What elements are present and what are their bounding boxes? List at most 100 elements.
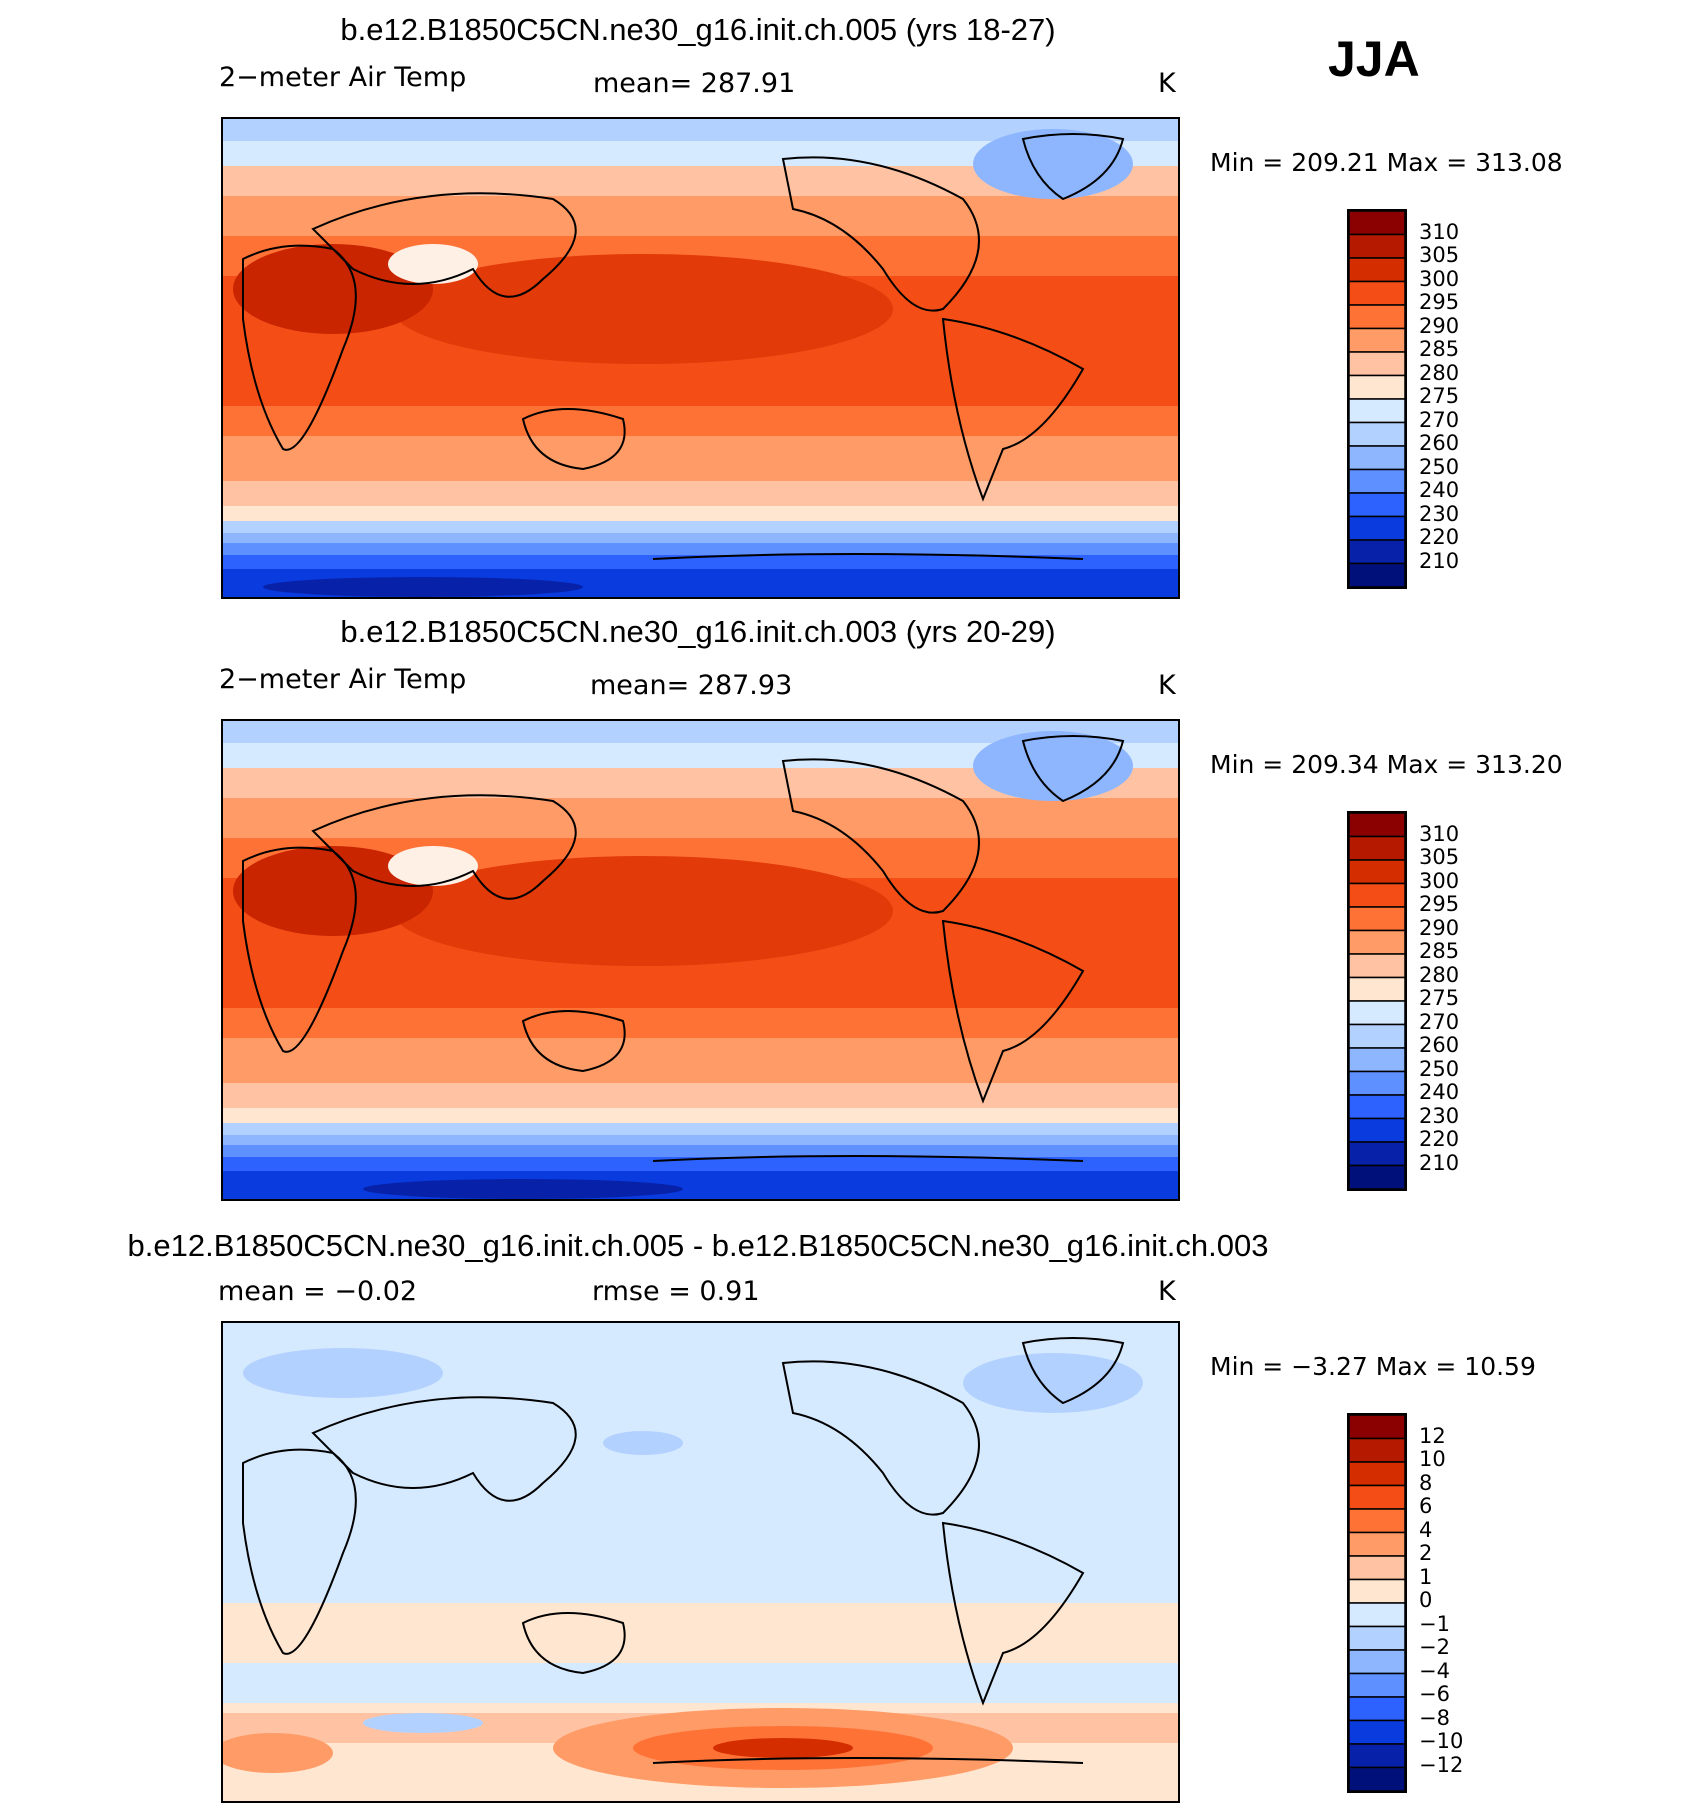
- colorbar-tick-label: 220: [1419, 1127, 1460, 1151]
- colorbar-tick-label: −12: [1419, 1752, 1464, 1777]
- colorbar-tick-label: 250: [1419, 1056, 1460, 1081]
- panel2-map-svg: [223, 721, 1178, 1199]
- panel2-colorbar: [1347, 811, 1407, 1191]
- colorbar-swatch: [1348, 1117, 1406, 1143]
- colorbar-tick-label: 230: [1419, 1103, 1460, 1128]
- panel3-mean-label: mean = −0.02: [218, 1276, 418, 1307]
- panel1-variable-label: 2−meter Air Temp: [219, 62, 467, 93]
- colorbar-tick-label: −2: [1419, 1635, 1450, 1659]
- colorbar-tick-label: 8: [1419, 1470, 1433, 1495]
- colorbar-swatch: [1348, 953, 1406, 979]
- colorbar-swatch: [1348, 812, 1406, 838]
- colorbar-swatch: [1348, 280, 1406, 306]
- panel2-units: K: [1158, 670, 1176, 701]
- panel3-minmax: Min = −3.27 Max = 10.59: [1210, 1352, 1536, 1381]
- colorbar-swatch: [1348, 1070, 1406, 1096]
- colorbar-tick-label: 1: [1419, 1564, 1433, 1589]
- colorbar-tick-label: 270: [1419, 407, 1460, 432]
- colorbar-tick-label: −8: [1419, 1705, 1450, 1730]
- colorbar-tick-label: 210: [1419, 548, 1460, 573]
- colorbar-swatch: [1348, 1649, 1406, 1675]
- panel1-mean-label: mean= 287.91: [593, 68, 796, 99]
- colorbar-swatch: [1348, 1555, 1406, 1581]
- colorbar-swatch: [1348, 421, 1406, 447]
- panel1-units: K: [1158, 68, 1176, 99]
- colorbar-tick-label: 250: [1419, 454, 1460, 479]
- colorbar-swatch: [1348, 210, 1406, 236]
- panel1-map: [221, 117, 1180, 599]
- colorbar-tick-label: 210: [1419, 1150, 1460, 1175]
- colorbar-swatch: [1348, 515, 1406, 541]
- colorbar-swatch: [1348, 1672, 1406, 1698]
- panel1-colorbar: [1347, 209, 1407, 589]
- colorbar-tick-label: 275: [1419, 384, 1460, 408]
- panel2-colorbar-svg: [1348, 812, 1406, 1190]
- colorbar-tick-label: 285: [1419, 939, 1460, 963]
- colorbar-swatch: [1348, 1531, 1406, 1557]
- colorbar-tick-label: 240: [1419, 1080, 1460, 1104]
- colorbar-swatch: [1348, 835, 1406, 861]
- panel1-minmax: Min = 209.21 Max = 313.08: [1210, 148, 1563, 177]
- colorbar-tick-label: 260: [1419, 431, 1460, 455]
- colorbar-tick-label: −4: [1419, 1658, 1450, 1683]
- colorbar-tick-label: −10: [1419, 1729, 1464, 1753]
- panel2-minmax: Min = 209.34 Max = 313.20: [1210, 750, 1563, 779]
- colorbar-tick-label: 4: [1419, 1517, 1433, 1542]
- panel3-map: [213, 1321, 1180, 1803]
- panel3-title: b.e12.B1850C5CN.ne30_g16.init.ch.005 - b…: [127, 1228, 1269, 1263]
- colorbar-swatch: [1348, 882, 1406, 908]
- colorbar-tick-label: 275: [1419, 986, 1460, 1010]
- colorbar-swatch: [1348, 1602, 1406, 1628]
- colorbar-tick-label: 0: [1419, 1588, 1433, 1612]
- panel3-rmse-label: rmse = 0.91: [592, 1276, 760, 1307]
- colorbar-swatch: [1348, 1484, 1406, 1510]
- colorbar-swatch: [1348, 1164, 1406, 1190]
- colorbar-swatch: [1348, 1047, 1406, 1073]
- colorbar-swatch: [1348, 257, 1406, 283]
- colorbar-swatch: [1348, 492, 1406, 518]
- colorbar-tick-label: 230: [1419, 501, 1460, 526]
- colorbar-swatch: [1348, 1461, 1406, 1487]
- colorbar-swatch: [1348, 562, 1406, 588]
- colorbar-tick-label: 305: [1419, 845, 1460, 869]
- colorbar-tick-label: 285: [1419, 337, 1460, 361]
- colorbar-tick-label: 270: [1419, 1009, 1460, 1034]
- panel2-title: b.e12.B1850C5CN.ne30_g16.init.ch.003 (yr…: [340, 614, 1056, 649]
- colorbar-swatch: [1348, 1508, 1406, 1534]
- panel1-title: b.e12.B1850C5CN.ne30_g16.init.ch.005 (yr…: [340, 12, 1056, 47]
- colorbar-tick-label: 295: [1419, 290, 1460, 314]
- colorbar-swatch: [1348, 1094, 1406, 1120]
- colorbar-tick-label: 6: [1419, 1494, 1433, 1518]
- colorbar-swatch: [1348, 233, 1406, 259]
- colorbar-tick-label: −1: [1419, 1611, 1450, 1636]
- colorbar-tick-label: 310: [1419, 219, 1460, 244]
- colorbar-swatch: [1348, 1625, 1406, 1651]
- panel1-map-svg: [223, 119, 1178, 597]
- colorbar-tick-label: 260: [1419, 1033, 1460, 1057]
- colorbar-tick-label: 290: [1419, 313, 1460, 338]
- colorbar-swatch: [1348, 1000, 1406, 1026]
- colorbar-tick-label: 300: [1419, 868, 1460, 893]
- colorbar-tick-label: 280: [1419, 360, 1460, 385]
- colorbar-tick-label: 2: [1419, 1541, 1433, 1565]
- colorbar-tick-label: 300: [1419, 266, 1460, 291]
- colorbar-swatch: [1348, 1414, 1406, 1440]
- panel2-variable-label: 2−meter Air Temp: [219, 664, 467, 695]
- colorbar-swatch: [1348, 398, 1406, 424]
- panel1-colorbar-svg: [1348, 210, 1406, 588]
- colorbar-tick-label: 12: [1419, 1423, 1446, 1448]
- colorbar-swatch: [1348, 445, 1406, 471]
- colorbar-swatch: [1348, 1578, 1406, 1604]
- colorbar-swatch: [1348, 1696, 1406, 1722]
- colorbar-swatch: [1348, 906, 1406, 932]
- panel3-map-svg: [213, 1323, 1178, 1801]
- colorbar-swatch: [1348, 304, 1406, 330]
- colorbar-swatch: [1348, 976, 1406, 1002]
- colorbar-swatch: [1348, 1766, 1406, 1792]
- colorbar-tick-label: 290: [1419, 915, 1460, 940]
- colorbar-swatch: [1348, 374, 1406, 400]
- colorbar-swatch: [1348, 929, 1406, 955]
- colorbar-tick-label: 310: [1419, 821, 1460, 846]
- season-label: JJA: [1328, 31, 1420, 87]
- panel3-colorbar: [1347, 1413, 1407, 1793]
